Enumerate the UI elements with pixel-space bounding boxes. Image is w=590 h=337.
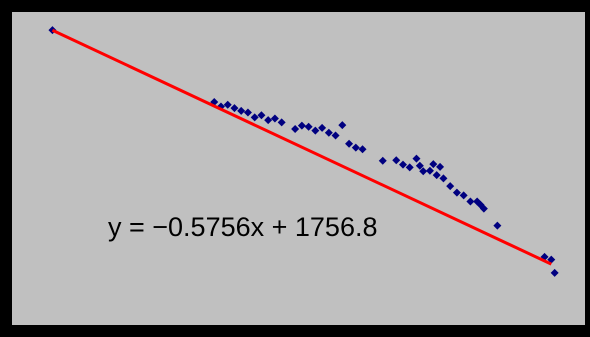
data-point [398,160,407,169]
data-point [412,154,421,163]
data-point [304,122,313,131]
data-point [436,162,445,171]
data-point [250,113,259,122]
data-point [297,121,306,130]
data-point [237,106,246,115]
data-point [324,128,333,137]
data-point [479,204,488,213]
data-point [392,156,401,165]
data-point [425,166,434,175]
data-point [311,126,320,135]
data-point [264,116,273,125]
data-point [452,188,461,197]
data-point [331,131,340,140]
data-point [378,156,387,165]
data-point [493,221,502,230]
data-point [243,108,252,117]
data-point [223,100,232,109]
data-point [432,171,441,180]
trendline [51,28,552,266]
data-point [405,163,414,172]
trendline-equation-label: y = −0.5756x + 1756.8 [108,212,378,242]
data-point [358,145,367,154]
data-point [230,104,239,113]
data-point [345,139,354,148]
data-point [459,191,468,200]
data-point [550,268,559,277]
data-point [446,182,455,191]
plot-area [12,12,585,325]
data-point [291,124,300,133]
data-point [270,114,279,123]
data-point [351,143,360,152]
data-point [338,121,347,130]
data-point [429,160,438,169]
data-point [257,111,266,120]
data-point [277,118,286,127]
data-point [466,197,475,206]
data-point [419,167,428,176]
data-point [415,161,424,170]
data-point [439,174,448,183]
data-point [318,123,327,132]
